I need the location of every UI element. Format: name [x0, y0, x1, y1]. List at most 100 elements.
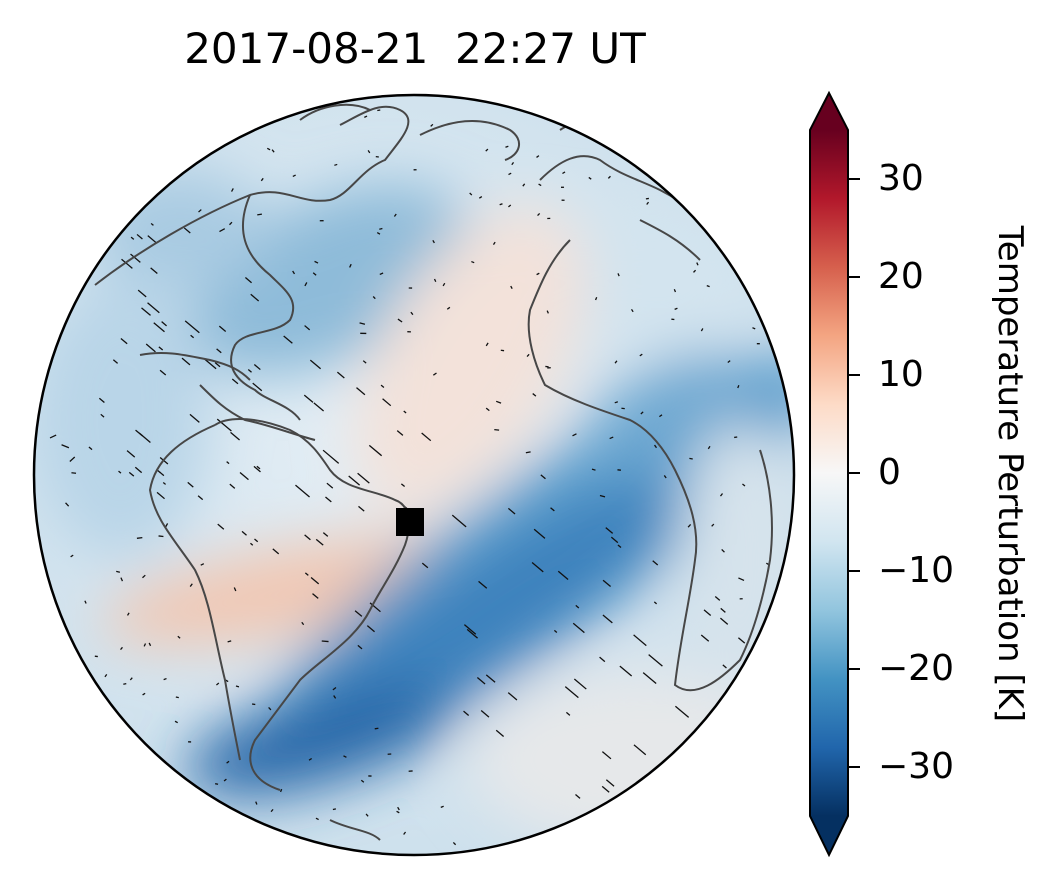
wind-vector	[379, 272, 384, 276]
wind-vector	[230, 431, 240, 441]
wind-vector	[700, 328, 704, 332]
wind-vector	[537, 212, 541, 217]
wind-vector	[674, 307, 678, 311]
wind-vector	[216, 348, 222, 354]
wind-vector	[315, 817, 319, 821]
colorbar-extend-min	[810, 816, 848, 855]
wind-vector	[148, 642, 152, 647]
wind-vector	[136, 233, 143, 240]
wind-vector	[121, 258, 133, 269]
wind-vector	[143, 643, 147, 647]
wind-vector	[332, 687, 337, 691]
wind-vector	[137, 289, 147, 298]
wind-vector	[357, 472, 370, 484]
wind-vector	[546, 310, 549, 314]
wind-vector	[315, 538, 324, 546]
wind-vector	[652, 560, 659, 566]
wind-vector	[142, 692, 146, 696]
wind-vector	[142, 574, 146, 579]
wind-vector	[737, 384, 740, 389]
wind-vector	[229, 221, 233, 226]
wind-vector	[507, 692, 518, 701]
wind-vector	[719, 493, 724, 497]
wind-vector	[147, 235, 157, 243]
wind-vector	[372, 296, 376, 300]
wind-vector	[703, 609, 712, 616]
wind-vector	[147, 302, 160, 314]
wind-vector	[505, 145, 509, 148]
wind-vector	[476, 677, 486, 685]
wind-vector	[480, 710, 490, 718]
wind-vector	[478, 580, 488, 589]
colorbar-tick-label: −30	[878, 746, 954, 787]
wind-vector	[485, 342, 489, 347]
wind-vector	[367, 150, 371, 154]
wind-vector	[659, 414, 663, 418]
wind-vector	[617, 273, 620, 277]
wind-vector	[507, 507, 516, 515]
wind-vector	[135, 429, 144, 437]
wind-vector	[226, 760, 230, 764]
wind-vector	[253, 363, 261, 371]
wind-vector	[572, 622, 585, 634]
wind-vector	[572, 433, 577, 437]
wind-vector	[303, 394, 314, 403]
wind-vector	[271, 149, 275, 153]
wind-vector	[183, 227, 191, 234]
wind-vector	[150, 222, 154, 226]
colorbar-tick-label: 20	[878, 256, 924, 297]
wind-vector	[215, 682, 220, 686]
wind-vector	[177, 635, 181, 639]
wind-vector	[663, 475, 667, 479]
wind-vector	[332, 808, 337, 811]
wind-vector	[156, 491, 165, 500]
wind-vector	[120, 646, 123, 651]
wind-vector	[184, 320, 200, 334]
wind-vector	[588, 176, 592, 180]
wind-vector	[601, 751, 612, 760]
wind-vector	[325, 496, 332, 503]
wind-vector	[575, 794, 581, 799]
wind-vector	[562, 171, 566, 175]
wind-vector	[312, 593, 319, 599]
wind-vector	[430, 123, 434, 127]
wind-vector	[610, 536, 619, 544]
wind-vector	[190, 334, 195, 339]
wind-vector	[358, 505, 365, 512]
wind-vector	[254, 538, 259, 543]
wind-vector	[217, 523, 225, 530]
wind-vector	[104, 674, 108, 678]
wind-vector	[364, 115, 368, 118]
wind-vector	[336, 371, 345, 379]
wind-vector	[639, 353, 643, 357]
wind-vector	[471, 260, 475, 264]
wind-vector	[495, 729, 505, 737]
wind-vector	[247, 369, 252, 373]
wind-vector	[617, 544, 622, 549]
wind-vector	[129, 677, 133, 681]
wind-vector	[742, 483, 746, 487]
wind-vector	[421, 432, 432, 442]
wind-vector	[466, 628, 478, 639]
wind-vector	[738, 577, 745, 582]
wind-vector	[640, 411, 644, 415]
wind-vector	[253, 465, 261, 473]
wind-vector	[522, 183, 526, 187]
wind-vector	[313, 402, 325, 412]
wind-vector	[189, 583, 193, 587]
wind-vector	[565, 711, 571, 716]
wind-vector	[532, 393, 537, 397]
colorbar-label: Temperature Perturbation [K]	[990, 225, 1030, 723]
wind-vector	[614, 401, 619, 404]
wind-vector	[343, 755, 347, 758]
wind-vector	[130, 236, 135, 240]
wind-vector	[333, 695, 337, 699]
wind-vector	[230, 188, 234, 192]
chart-title: 2017-08-21 22:27 UT	[184, 24, 646, 73]
wind-vector	[301, 621, 305, 626]
wind-vector	[648, 654, 663, 667]
wind-vector	[397, 806, 400, 811]
wind-vector	[446, 306, 451, 310]
wind-vector	[602, 579, 612, 588]
